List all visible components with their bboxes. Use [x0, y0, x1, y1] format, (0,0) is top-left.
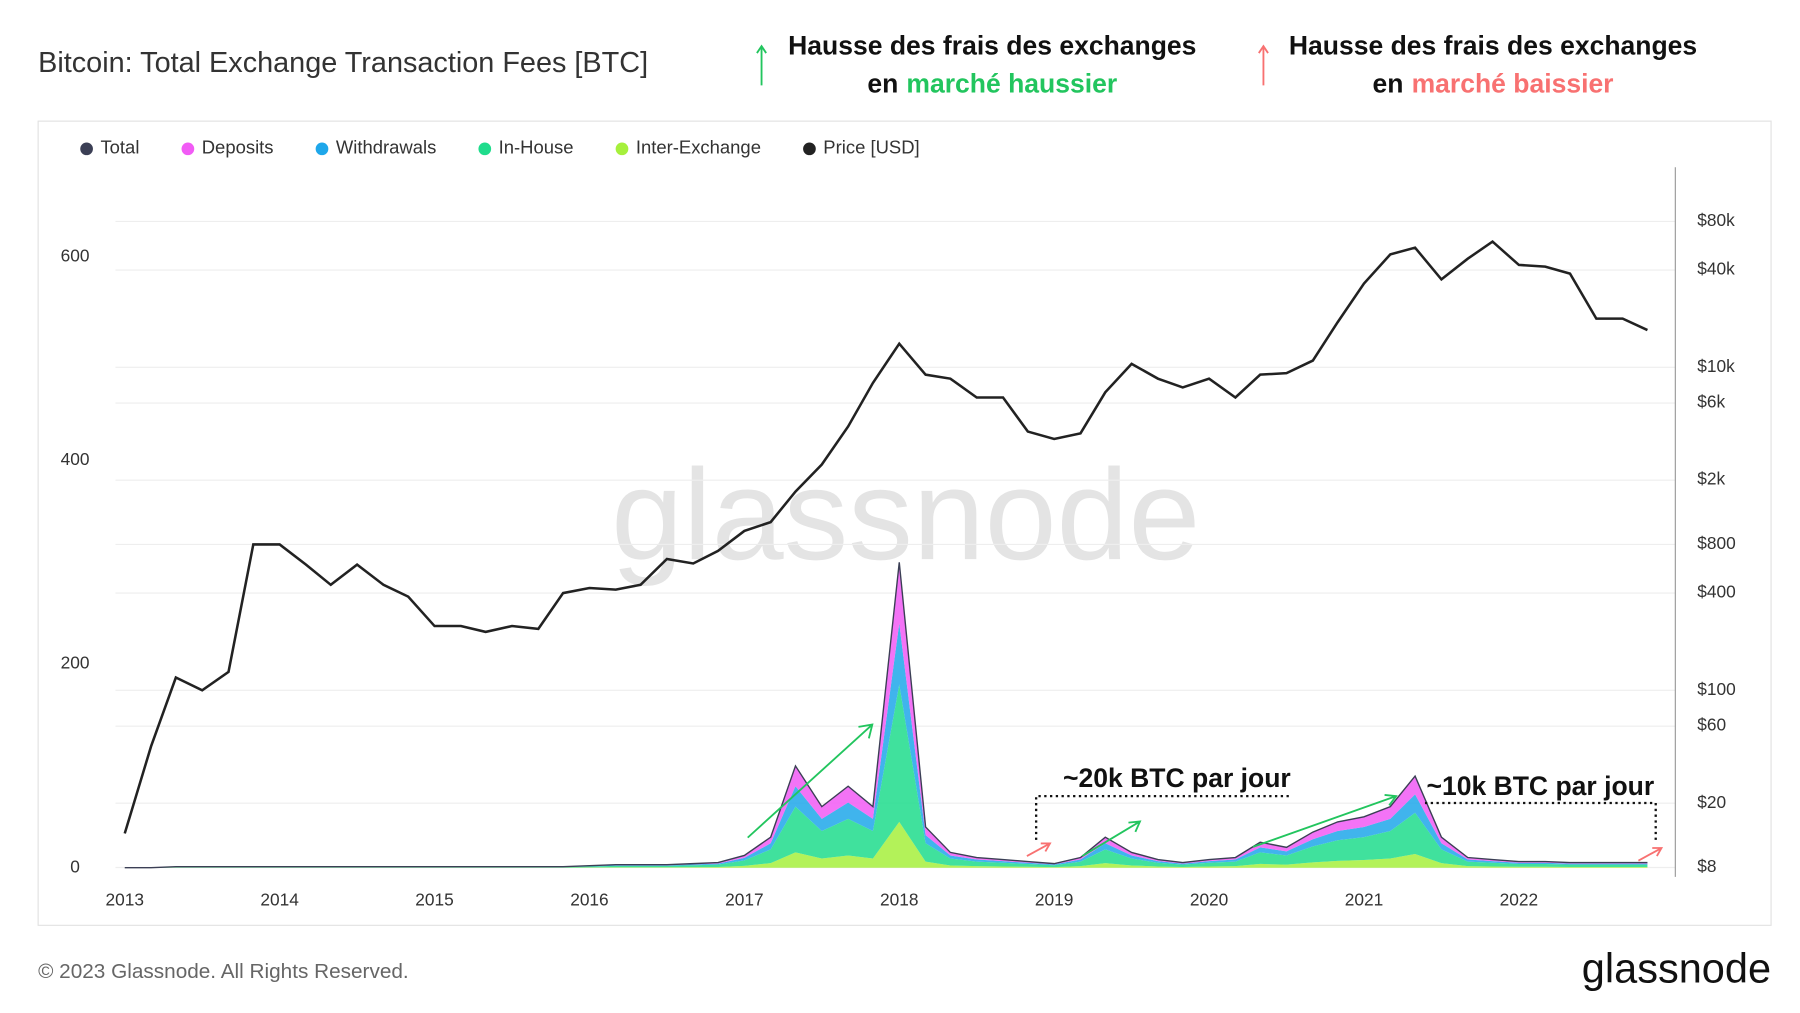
arrow — [747, 723, 874, 839]
y2-tick-label: $100 — [1697, 679, 1735, 699]
x-tick-label: 2013 — [105, 890, 143, 910]
plot: $8 $20 $60 $100 $400 $800 $2k $6k $10k $40k $80k 0 2… — [61, 210, 1736, 910]
note-prefix: en — [867, 68, 898, 98]
area — [124, 821, 1648, 868]
y2-tick-label: $40k — [1697, 259, 1735, 279]
annotation: ~20k BTC par jour — [1063, 763, 1291, 793]
legend-marker — [803, 142, 816, 156]
legend-label: Deposits — [202, 137, 274, 158]
area — [124, 684, 1648, 868]
y-tick-label: 400 — [61, 449, 90, 469]
arrow — [1026, 842, 1052, 857]
x-tick-label: 2016 — [570, 890, 608, 910]
note-arrow — [756, 44, 767, 86]
area — [124, 623, 1648, 868]
annotation: ~10k BTC par jour — [1426, 771, 1654, 801]
note-highlight: marché baissier — [1412, 68, 1614, 98]
y2-tick-label: $80k — [1697, 210, 1735, 230]
trend-arrows — [747, 723, 1664, 862]
legend-label: Withdrawals — [336, 137, 437, 158]
chart-frame — [37, 120, 1772, 926]
x-tick-label: 2015 — [415, 890, 453, 910]
y2-tick-label: $10k — [1697, 356, 1735, 376]
legend: Total Deposits Withdrawals In-House Inter-Ex… — [80, 137, 920, 158]
x-tick-label: 2020 — [1190, 890, 1228, 910]
legend-marker — [478, 142, 492, 156]
y2-tick-label: $800 — [1697, 533, 1735, 553]
y-tick-label: 600 — [61, 245, 90, 265]
legend-label: Inter-Exchange — [636, 137, 761, 158]
x-tick-label: 2014 — [260, 890, 299, 910]
note-line: en marché baissier — [1373, 68, 1614, 98]
bracket — [1424, 801, 1657, 843]
y2-tick-label: $20 — [1697, 792, 1726, 812]
arrow — [1081, 820, 1142, 857]
x-tick-label: 2017 — [725, 890, 763, 910]
legend-marker — [80, 142, 93, 156]
legend-marker — [315, 142, 329, 156]
arrow — [1252, 794, 1398, 848]
y2-tick-label: $8 — [1697, 856, 1716, 876]
note-prefix: en — [1373, 68, 1404, 98]
legend-marker — [615, 142, 629, 156]
legend-marker — [181, 142, 195, 156]
note-arrow — [1258, 44, 1269, 86]
area — [124, 562, 1648, 868]
arrow — [1637, 847, 1664, 862]
note-line: Hausse des frais des exchanges — [1289, 30, 1697, 60]
logo: glassnode — [1582, 944, 1771, 991]
legend-label: In-House — [499, 137, 574, 158]
y2-tick-label: $6k — [1697, 392, 1725, 412]
line — [124, 562, 1648, 869]
header-notes: Hausse des frais des exchanges en marché h… — [756, 30, 1697, 98]
y-tick-label: 200 — [61, 653, 90, 673]
y2-tick-label: $2k — [1697, 469, 1725, 489]
line — [123, 239, 1648, 834]
x-tick-label: 2019 — [1035, 890, 1073, 910]
note-line: en marché haussier — [867, 68, 1117, 98]
x-tick-label: 2022 — [1500, 890, 1538, 910]
legend-label: Total — [100, 137, 139, 158]
x-tick-label: 2021 — [1345, 890, 1383, 910]
legend-label: Price [USD] — [823, 137, 919, 158]
y2-tick-label: $60 — [1697, 715, 1726, 735]
note-highlight: marché haussier — [906, 68, 1117, 98]
y-tick-label: 0 — [70, 856, 80, 876]
copyright: © 2023 Glassnode. All Rights Reserved. — [38, 960, 409, 983]
note-line: Hausse des frais des exchanges — [788, 30, 1196, 60]
y2-tick-label: $400 — [1697, 582, 1735, 602]
x-tick-label: 2018 — [880, 890, 918, 910]
bracket — [1034, 794, 1293, 840]
chart-title: Bitcoin: Total Exchange Transaction Fees… — [38, 47, 648, 79]
watermark: glassnode — [611, 443, 1200, 587]
